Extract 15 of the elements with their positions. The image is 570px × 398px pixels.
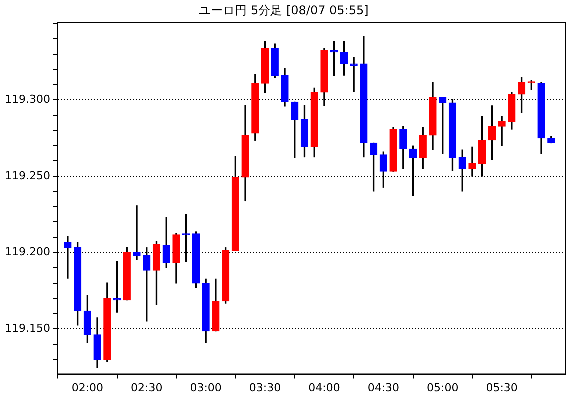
y-tick-label: 119.150 bbox=[4, 322, 50, 335]
x-tick-label: 02:00 bbox=[72, 381, 104, 394]
y-tick-label: 119.300 bbox=[4, 93, 50, 106]
x-tick-label: 03:00 bbox=[190, 381, 222, 394]
x-tick-label: 04:00 bbox=[308, 381, 340, 394]
x-tick-label: 03:30 bbox=[249, 381, 282, 394]
x-tick-label: 05:00 bbox=[427, 381, 459, 394]
chart-title: ユーロ円 5分足 [08/07 05:55] bbox=[199, 3, 369, 18]
y-tick-label: 119.200 bbox=[4, 246, 50, 259]
x-tick-label: 02:30 bbox=[131, 381, 163, 394]
candlestick bbox=[498, 116, 506, 146]
x-tick-label: 05:30 bbox=[486, 381, 518, 394]
candlestick bbox=[350, 57, 358, 92]
y-tick-label: 119.250 bbox=[4, 169, 50, 182]
x-tick-label: 04:30 bbox=[368, 381, 400, 394]
